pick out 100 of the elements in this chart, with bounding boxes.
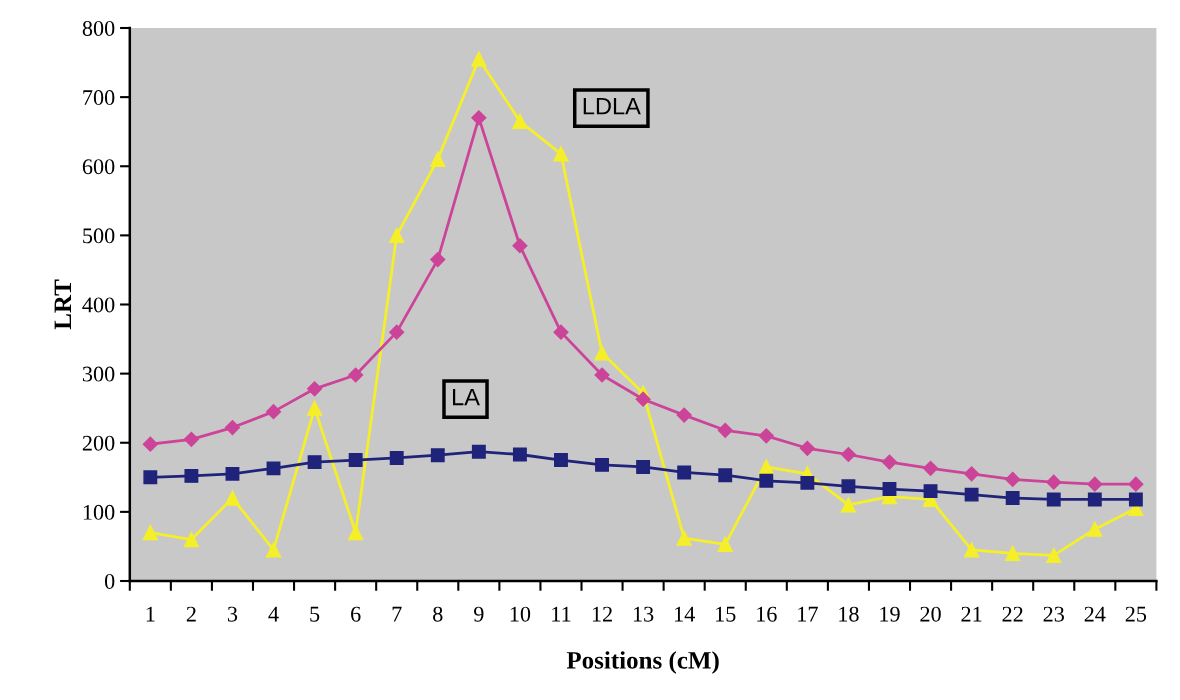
y-axis-title: LRT [54, 279, 71, 330]
point [183, 431, 199, 447]
point [1005, 491, 1020, 505]
point [307, 455, 322, 470]
point [964, 487, 979, 502]
x-tick-label: 6 [351, 606, 361, 622]
x-tick-label: 22 [1002, 606, 1023, 622]
point [224, 490, 241, 506]
x-tick-label: 12 [592, 606, 612, 622]
x-tick-label: 10 [510, 606, 531, 622]
point [1087, 492, 1102, 507]
x-tick-label: 5 [310, 606, 320, 622]
point [306, 400, 323, 416]
point [430, 251, 446, 268]
x-tick-label: 7 [392, 606, 402, 622]
point [1046, 474, 1062, 490]
series-label: LDLA [583, 97, 641, 115]
y-tick-label: 500 [83, 228, 115, 244]
point [963, 542, 980, 558]
x-tick-label: 14 [675, 606, 695, 622]
point [142, 436, 158, 452]
x-tick-label: 8 [433, 606, 443, 622]
point [922, 460, 939, 476]
x-tick-label: 3 [227, 606, 238, 622]
point [348, 367, 364, 383]
y-tick-label: 300 [82, 366, 115, 382]
point [800, 475, 815, 490]
point [636, 459, 651, 474]
y-tick-label: 0 [104, 573, 115, 589]
point [1128, 492, 1143, 507]
y-tick-label: 100 [83, 504, 115, 520]
point [1046, 547, 1062, 564]
point [758, 459, 774, 475]
point [1087, 521, 1103, 537]
point [1128, 476, 1144, 492]
point [1005, 545, 1021, 561]
x-tick-label: 4 [268, 606, 279, 622]
x-tick-label: 17 [798, 606, 818, 622]
point [635, 391, 651, 407]
point [553, 324, 569, 340]
point [266, 461, 281, 476]
point [677, 465, 692, 480]
point [1046, 492, 1061, 507]
point [389, 227, 405, 244]
x-tick-label: 11 [552, 606, 571, 622]
point [430, 448, 445, 463]
point [964, 466, 980, 482]
point [183, 531, 200, 548]
point [881, 454, 898, 470]
point [471, 110, 487, 126]
y-tick-label: 600 [82, 159, 115, 175]
point [676, 530, 692, 546]
y-tick-label: 400 [82, 297, 115, 313]
x-tick-label: 24 [1084, 606, 1106, 622]
point [758, 428, 774, 444]
point [307, 381, 323, 397]
point [717, 422, 733, 438]
point [265, 542, 282, 558]
x-tick-label: 20 [920, 606, 941, 622]
x-tick-label: 15 [716, 606, 736, 622]
point [841, 479, 856, 494]
point [1005, 471, 1021, 487]
point [348, 524, 364, 541]
x-tick-label: 2 [186, 606, 196, 622]
point [512, 238, 528, 254]
x-tick-label: 13 [633, 606, 654, 622]
point [225, 466, 240, 481]
x-tick-label: 25 [1125, 606, 1147, 622]
x-tick-label: 19 [880, 606, 900, 622]
y-tick-label: 700 [83, 90, 115, 106]
point [553, 146, 569, 162]
point [717, 536, 733, 553]
x-tick-label: 23 [1043, 606, 1064, 622]
series-label: LA [453, 388, 480, 406]
point [389, 451, 404, 465]
point [265, 404, 282, 420]
point [184, 468, 199, 483]
point [923, 484, 938, 499]
point [840, 497, 857, 513]
x-tick-label: 1 [146, 606, 155, 622]
point [759, 473, 774, 488]
point [430, 151, 446, 167]
point [594, 367, 610, 383]
point [224, 419, 241, 436]
x-tick-label: 18 [839, 606, 859, 622]
point [512, 447, 527, 462]
point [143, 470, 158, 485]
x-tick-label: 16 [757, 606, 777, 622]
point [594, 345, 610, 361]
point [348, 453, 363, 467]
point [512, 113, 528, 129]
point [676, 407, 692, 423]
point [595, 457, 609, 472]
point [882, 482, 897, 497]
x-axis-title: Positions (cM) [566, 651, 719, 674]
x-tick-label: 9 [474, 606, 484, 622]
point [554, 453, 568, 467]
point [142, 524, 158, 541]
point [471, 444, 486, 459]
point [718, 468, 733, 483]
